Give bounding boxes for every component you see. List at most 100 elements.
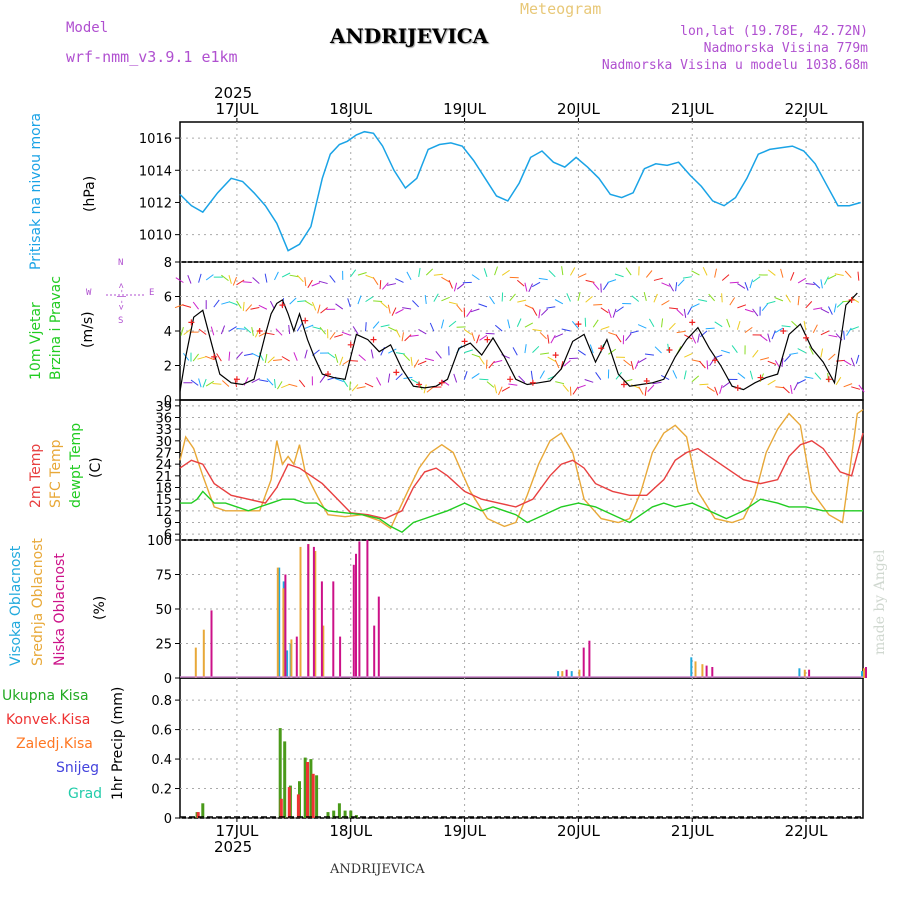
wind-barb	[524, 282, 528, 292]
date-label-top: 17JUL	[215, 100, 258, 118]
wind-barb	[608, 348, 617, 355]
wind-barb	[494, 266, 498, 276]
cloud-bar	[377, 596, 380, 678]
wind-barb	[661, 318, 664, 328]
wind-gust-marker	[211, 353, 218, 360]
wind-barb	[494, 324, 503, 332]
precip-label-snow: Snijeg	[56, 760, 100, 776]
wind-barb	[668, 283, 675, 292]
wind-barb	[638, 357, 647, 364]
cloud-bar	[278, 567, 281, 678]
wind-barb	[814, 372, 822, 380]
cloud-bar	[701, 664, 704, 678]
wind-barb	[205, 274, 214, 281]
wind-barb	[198, 378, 202, 388]
wind-barb	[251, 378, 260, 384]
cloud-bar	[332, 581, 335, 678]
wind-barb	[744, 282, 749, 291]
date-label-top: 18JUL	[329, 100, 372, 118]
date-label-top: 19JUL	[443, 100, 486, 118]
cloud-bar	[808, 669, 811, 678]
wind-gust-marker	[324, 371, 331, 378]
temp-ytick-label: 12	[155, 505, 172, 520]
wind-barb	[600, 307, 609, 314]
wind-barb	[478, 356, 485, 365]
wind-barb	[790, 384, 793, 394]
precip-total-bar	[283, 741, 287, 818]
wind-gust-marker	[370, 336, 377, 343]
coords-text: lon,lat (19.78E, 42.72N)	[680, 24, 868, 39]
wind-barb	[774, 327, 784, 334]
wind-barb	[652, 381, 662, 385]
wind-barb	[687, 306, 693, 315]
wind-barb	[803, 320, 807, 330]
wind-barb	[577, 273, 587, 278]
wind-barb	[298, 379, 306, 388]
wind-barb	[615, 371, 622, 380]
wind-barb	[820, 330, 830, 336]
wind-barb	[820, 308, 830, 314]
wind-barb	[744, 326, 753, 334]
wind-gust-marker	[689, 319, 696, 326]
cloud-bar	[711, 667, 714, 678]
wind-barb	[699, 383, 709, 386]
wind-barb	[749, 370, 754, 380]
wind-barb	[440, 319, 445, 329]
wind-gust-marker	[484, 336, 491, 343]
wind-barb	[429, 322, 435, 332]
wind-barb	[304, 349, 308, 359]
product-title: Meteogram	[520, 0, 602, 18]
wind-barb	[667, 343, 670, 353]
wind-barb	[672, 370, 678, 379]
wind-barb	[265, 332, 275, 336]
wind-barb	[335, 378, 344, 383]
wind-barb	[395, 329, 401, 338]
wind-barb	[319, 326, 326, 335]
wind-barb	[547, 334, 550, 344]
wind-barb	[273, 359, 283, 361]
sfc-temp-line	[179, 409, 864, 530]
wind-barb	[349, 269, 357, 278]
wind-barb	[251, 327, 254, 336]
wind-barb	[466, 309, 473, 317]
wind-barb	[252, 277, 260, 284]
wind-barb	[524, 304, 534, 309]
compass-west: W	[86, 288, 92, 298]
wind-speed-line	[179, 292, 858, 392]
wind-gust-marker	[529, 379, 536, 386]
pressure-frame	[179, 121, 864, 263]
wind-barb	[275, 328, 283, 336]
wind-barb	[721, 274, 730, 281]
precip-total-bar	[343, 810, 347, 818]
wind-barb	[182, 304, 192, 308]
wind-gust-marker	[780, 328, 787, 334]
precip-convective-bar	[306, 762, 309, 818]
wind-barb	[654, 346, 662, 354]
precip-convective-bar	[196, 812, 200, 818]
wind-barb	[232, 276, 238, 286]
wind-barb	[812, 324, 818, 333]
wind-barb	[846, 327, 852, 336]
cloud-bar	[705, 665, 708, 678]
wind-barb	[805, 283, 815, 285]
wind-barb	[441, 276, 450, 283]
wind-barb	[784, 354, 791, 362]
precip-total-bar	[201, 803, 205, 818]
wind-barb	[180, 326, 184, 336]
wind-barb	[312, 326, 322, 330]
cloud-bar	[557, 671, 560, 678]
wind-barb	[508, 383, 518, 386]
cloud-bar	[322, 625, 325, 678]
date-label-top: 20JUL	[557, 100, 600, 118]
compass-south: S	[118, 316, 124, 326]
wind-barb	[714, 321, 723, 328]
wind-barb	[387, 373, 391, 383]
wind-gust-marker	[757, 374, 764, 381]
wind-barb	[258, 304, 268, 310]
wind-barb	[706, 360, 709, 370]
wind-barb	[183, 328, 192, 335]
wind-barb	[388, 326, 397, 332]
wind-barb	[823, 276, 829, 285]
temp-ytick-label: 30	[155, 435, 172, 450]
wind-barb	[637, 324, 647, 329]
